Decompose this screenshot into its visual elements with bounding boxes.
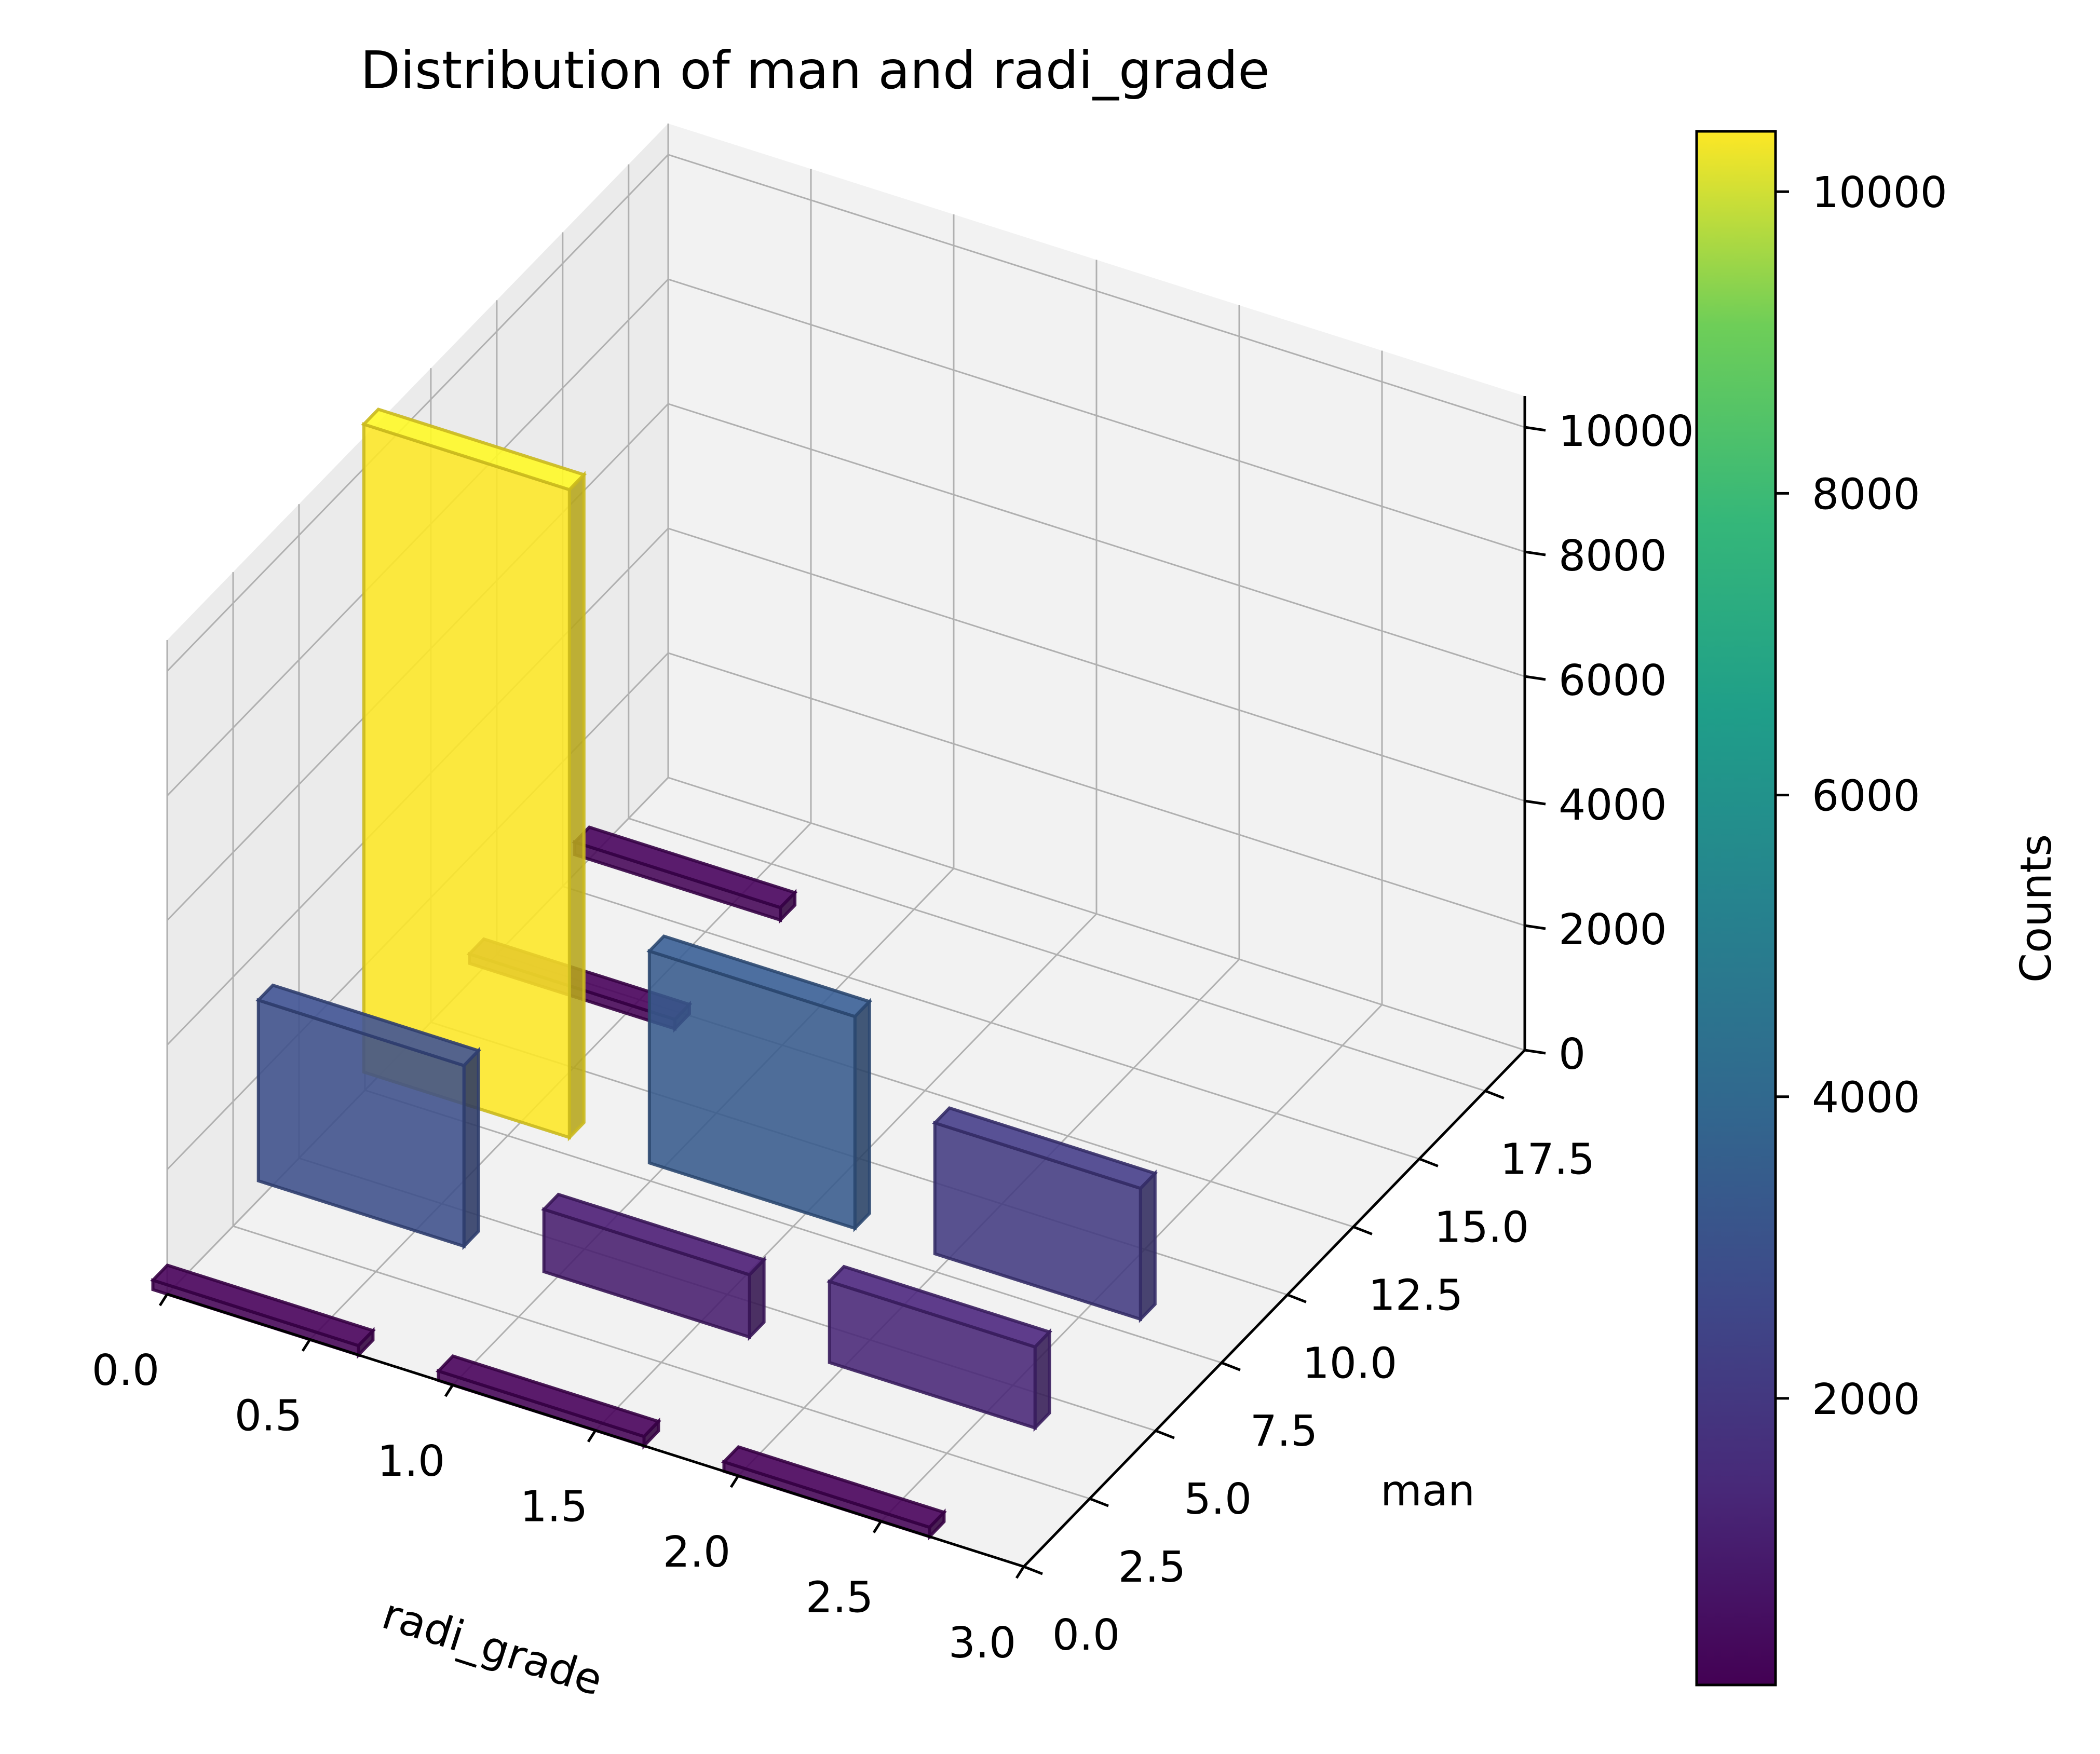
- colorbar-tick-label: 4000: [1812, 1073, 1920, 1123]
- bar-top-face: [721, 1445, 947, 1529]
- bars: [150, 407, 1158, 1541]
- z-tick-mark: [1524, 675, 1546, 681]
- grid-line-z: [166, 278, 1525, 797]
- x-tick-label: 1.0: [377, 1437, 445, 1486]
- z-tick-mark: [1524, 924, 1546, 930]
- bar-top-face: [541, 1192, 767, 1277]
- y-axis-line: [1023, 1049, 1526, 1568]
- x-tick-label: 3.0: [949, 1619, 1016, 1668]
- z-tick-mark: [1524, 1049, 1546, 1055]
- y-tick-label: 17.5: [1500, 1135, 1595, 1185]
- x-axis-label: radi_grade: [376, 1589, 608, 1706]
- x-tick-mark: [729, 1475, 740, 1488]
- chart-title: Distribution of man and radi_grade: [360, 40, 1270, 101]
- y-tick-mark: [1155, 1429, 1175, 1439]
- colorbar-tick-label: 2000: [1812, 1375, 1920, 1424]
- bar-side-face: [1139, 1170, 1157, 1323]
- y-tick-label: 12.5: [1369, 1271, 1464, 1320]
- grid-line-z: [166, 154, 1525, 672]
- y-tick-mark: [1418, 1158, 1439, 1167]
- z-tick-mark: [1524, 550, 1546, 556]
- y-tick-mark: [1286, 1293, 1307, 1303]
- z-tick-label: 8000: [1559, 532, 1667, 581]
- bar-0-8: [361, 407, 587, 1141]
- y-tick-label: 10.0: [1303, 1339, 1398, 1388]
- bar-1-4: [541, 1192, 767, 1341]
- grid-line-z: [166, 527, 1525, 1046]
- x-tick-mark: [444, 1384, 454, 1397]
- colorbar-tick-label: 10000: [1812, 168, 1947, 217]
- colorbar-tick-label: 8000: [1812, 470, 1920, 519]
- axes: 0.0 0.5 1.0 1.5 2.0 2.5 3.0 0.0 2.5 5.0 7.5 10.0 12.…: [92, 396, 1694, 1706]
- y-tick-mark: [1484, 1090, 1505, 1099]
- y-tick-mark: [1221, 1361, 1241, 1371]
- z-tick-mark: [1524, 426, 1546, 432]
- bar-top-face: [827, 1264, 1053, 1349]
- x-tick-label: 0.5: [235, 1392, 302, 1441]
- x-tick-mark: [301, 1339, 311, 1352]
- y-tick-mark: [1352, 1226, 1373, 1235]
- bar-1-0: [435, 1354, 661, 1450]
- colorbar: 2000 4000 6000 8000 10000 Counts: [1695, 130, 2061, 1687]
- bar-top-face: [435, 1354, 661, 1438]
- colorbar-label: Counts: [2012, 834, 2061, 983]
- bar-2-0: [721, 1445, 947, 1541]
- z-tick-label: 10000: [1559, 407, 1694, 456]
- y-tick-label: 5.0: [1184, 1475, 1252, 1524]
- bar-0-4: [255, 983, 482, 1250]
- x-tick-label: 2.0: [663, 1528, 730, 1577]
- grid-line-z: [166, 403, 1525, 921]
- x-tick-mark: [158, 1293, 169, 1307]
- y-tick-label: 0.0: [1052, 1611, 1120, 1660]
- bar-side-face: [853, 998, 871, 1232]
- bar-2-8: [932, 1106, 1158, 1323]
- y-tick-label: 2.5: [1118, 1543, 1186, 1592]
- bar-top-face: [646, 934, 873, 1018]
- bar-top-face: [361, 407, 587, 492]
- bar-side-face: [567, 471, 586, 1141]
- y-tick-mark: [1023, 1565, 1043, 1575]
- y-axis-label: man: [1380, 1466, 1475, 1516]
- bar-top-face: [932, 1106, 1158, 1190]
- z-tick-label: 4000: [1559, 781, 1667, 830]
- x-tick-mark: [1015, 1566, 1025, 1579]
- bar-side-face: [462, 1046, 480, 1250]
- x-tick-label: 0.0: [92, 1346, 159, 1395]
- x-tick-mark: [587, 1430, 597, 1443]
- bar-2-4: [827, 1264, 1053, 1432]
- bar-top-face: [150, 1263, 376, 1348]
- bar-0-16: [572, 825, 798, 924]
- x-tick-label: 1.5: [520, 1483, 588, 1532]
- y-tick-label: 15.0: [1434, 1203, 1529, 1252]
- bar-1-8: [646, 934, 873, 1232]
- y-tick-mark: [1089, 1497, 1109, 1507]
- colorbar-gradient: [1695, 130, 1777, 1687]
- x-tick-label: 2.5: [806, 1573, 873, 1623]
- y-tick-label: 7.5: [1250, 1407, 1318, 1456]
- z-tick-label: 0: [1559, 1030, 1586, 1079]
- z-tick-label: 6000: [1559, 656, 1667, 705]
- grid-line-z: [166, 652, 1525, 1171]
- colorbar-tick-label: 6000: [1812, 772, 1920, 821]
- bar-top-face: [255, 983, 482, 1068]
- z-tick-mark: [1524, 799, 1546, 806]
- x-tick-mark: [872, 1520, 883, 1533]
- z-tick-label: 2000: [1559, 905, 1667, 955]
